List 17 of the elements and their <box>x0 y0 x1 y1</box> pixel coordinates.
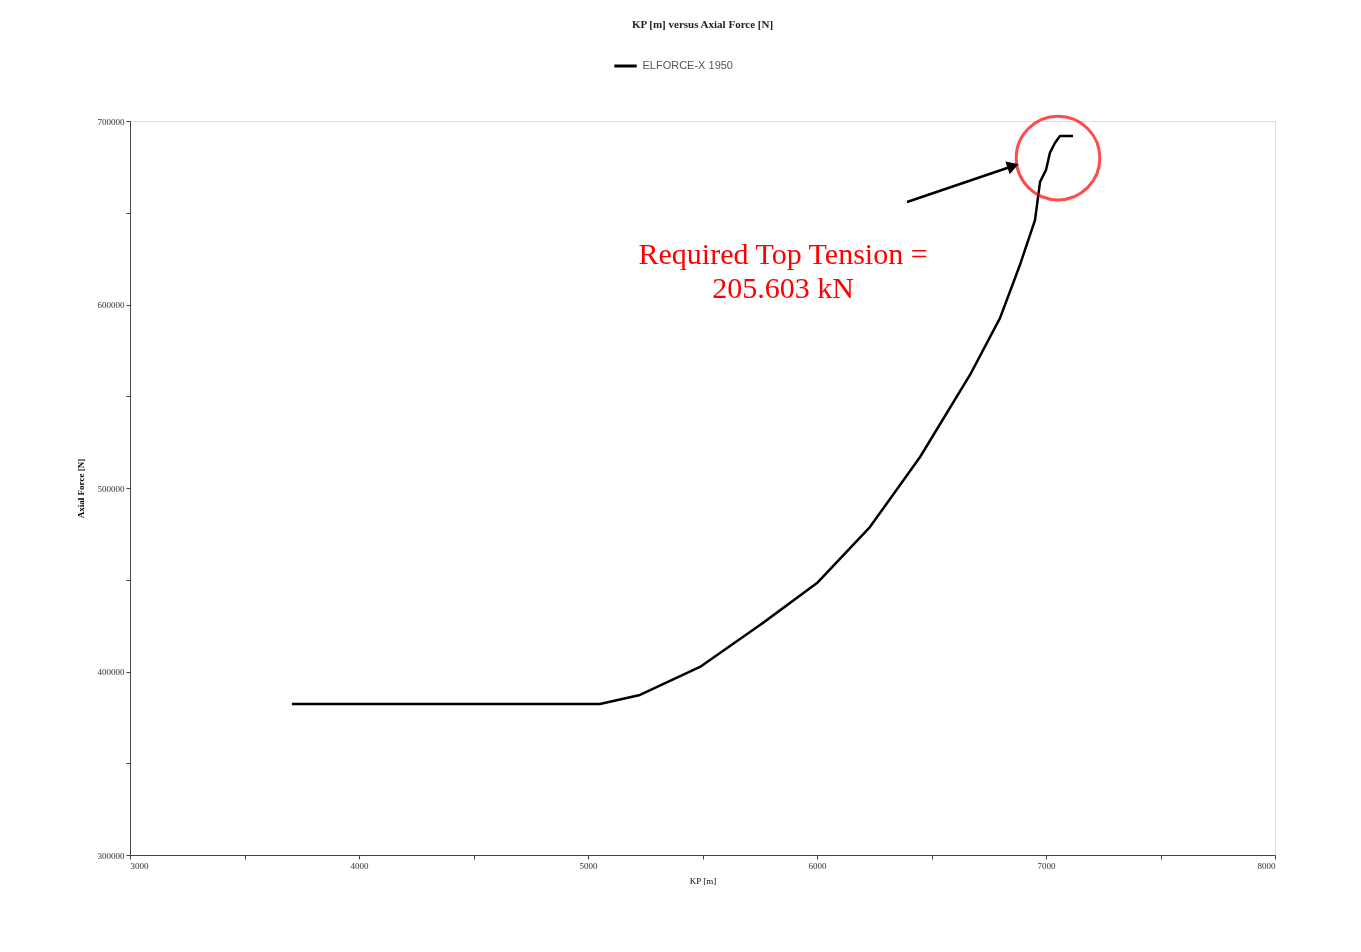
y-tick-label: 400000 <box>97 667 125 677</box>
x-tick-label: 3000 <box>130 860 149 871</box>
y-tick-label: 500000 <box>97 483 125 494</box>
y-axis-title: Axial Force [N] <box>75 458 86 519</box>
y-tick-label: 600000 <box>97 300 125 310</box>
y-tick-label: 700000 <box>97 116 125 127</box>
x-tick-label: 6000 <box>808 860 827 871</box>
line-series <box>290 134 1075 706</box>
x-tick-label: 7000 <box>1037 860 1056 871</box>
y-tick-label: 300000 <box>97 850 125 861</box>
x-tick-label: 4000 <box>350 860 369 871</box>
chart-title: KP [m] versus Axial Force [N] <box>631 18 774 30</box>
x-tick-label: 5000 <box>579 860 598 871</box>
legend-label: ELFORCE-X 1950 <box>642 59 733 71</box>
x-tick-label: 8000 <box>1257 860 1276 871</box>
x-axis-title: KP [m] <box>689 875 717 886</box>
annotation: Required Top Tension = 205.603 kN <box>638 237 928 305</box>
